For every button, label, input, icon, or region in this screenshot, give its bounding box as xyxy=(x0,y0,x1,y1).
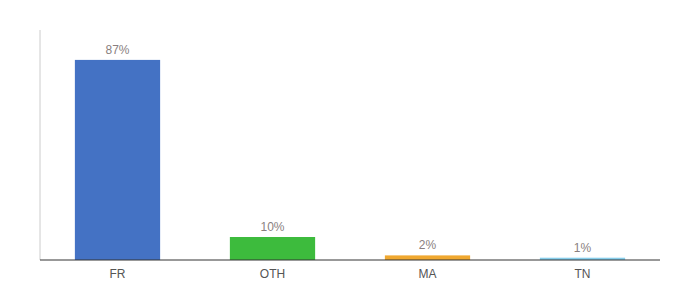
x-axis-line xyxy=(40,260,660,261)
bar xyxy=(75,60,160,260)
chart-container: FR OTH MA TN 87% 10% 2% 1% xyxy=(0,0,680,300)
bars xyxy=(75,60,625,260)
bar xyxy=(230,237,315,260)
x-tick-label: FR xyxy=(110,267,126,281)
x-tick-label: TN xyxy=(575,267,591,281)
data-label: 1% xyxy=(574,241,592,255)
page: {"chart_data": {"type": "bar", "categori… xyxy=(0,0,680,300)
bar xyxy=(385,255,470,260)
data-label: 2% xyxy=(419,238,437,252)
chart-svg: FR OTH MA TN 87% 10% 2% 1% xyxy=(0,0,680,300)
x-tick-label: OTH xyxy=(260,267,285,281)
data-labels: 87% 10% 2% 1% xyxy=(105,43,591,255)
y-axis-line xyxy=(40,30,41,260)
data-label: 87% xyxy=(105,43,129,57)
axes: FR OTH MA TN xyxy=(40,30,660,281)
data-label: 10% xyxy=(260,220,284,234)
x-tick-label: MA xyxy=(419,267,437,281)
